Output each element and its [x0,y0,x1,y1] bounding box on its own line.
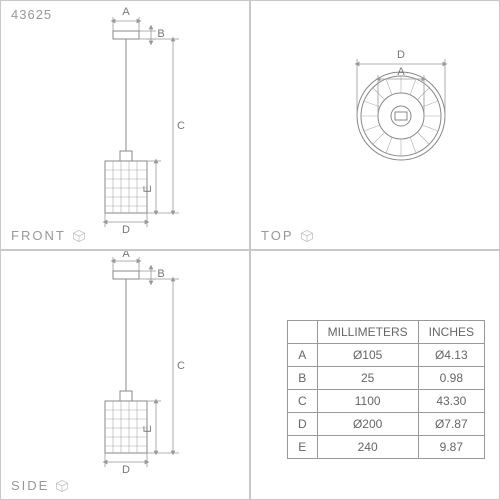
top-view-panel: D A TOP [250,0,500,250]
header-mm: MILLIMETERS [317,321,418,344]
cube-icon [55,479,69,493]
cube-icon [72,229,86,243]
table-panel: MILLIMETERS INCHES AØ105Ø4.13 B250.98 C1… [250,250,500,500]
side-label-text: SIDE [11,478,49,493]
top-label: TOP [261,228,314,243]
front-drawing: A B C E D [1,1,250,250]
dim-e: E [142,185,154,192]
top-label-text: TOP [261,228,294,243]
table-row: AØ105Ø4.13 [287,344,484,367]
side-drawing: A B C E D [1,251,250,500]
table-row: DØ200Ø7.87 [287,413,484,436]
top-drawing: D A [251,1,500,250]
dim-a: A [122,6,130,18]
dim-a-top: A [397,66,405,78]
side-label: SIDE [11,478,69,493]
table-row: B250.98 [287,367,484,390]
svg-text:C: C [177,360,185,372]
table-header-row: MILLIMETERS INCHES [287,321,484,344]
front-view-panel: 43625 A [0,0,250,250]
svg-text:A: A [122,251,130,260]
dim-c: C [177,120,185,132]
cube-icon [300,229,314,243]
dim-d: D [122,224,130,236]
side-view-panel: A B C E D SIDE [0,250,250,500]
part-number: 43625 [11,7,52,22]
dim-b: B [157,28,164,40]
front-label: FRONT [11,228,86,243]
header-in: INCHES [418,321,484,344]
table-row: C110043.30 [287,390,484,413]
table-row: E2409.87 [287,436,484,459]
svg-text:D: D [122,464,130,476]
svg-text:B: B [157,268,164,280]
dimensions-table: MILLIMETERS INCHES AØ105Ø4.13 B250.98 C1… [287,320,485,459]
front-label-text: FRONT [11,228,66,243]
dim-d-top: D [397,49,405,61]
svg-text:E: E [142,425,154,432]
